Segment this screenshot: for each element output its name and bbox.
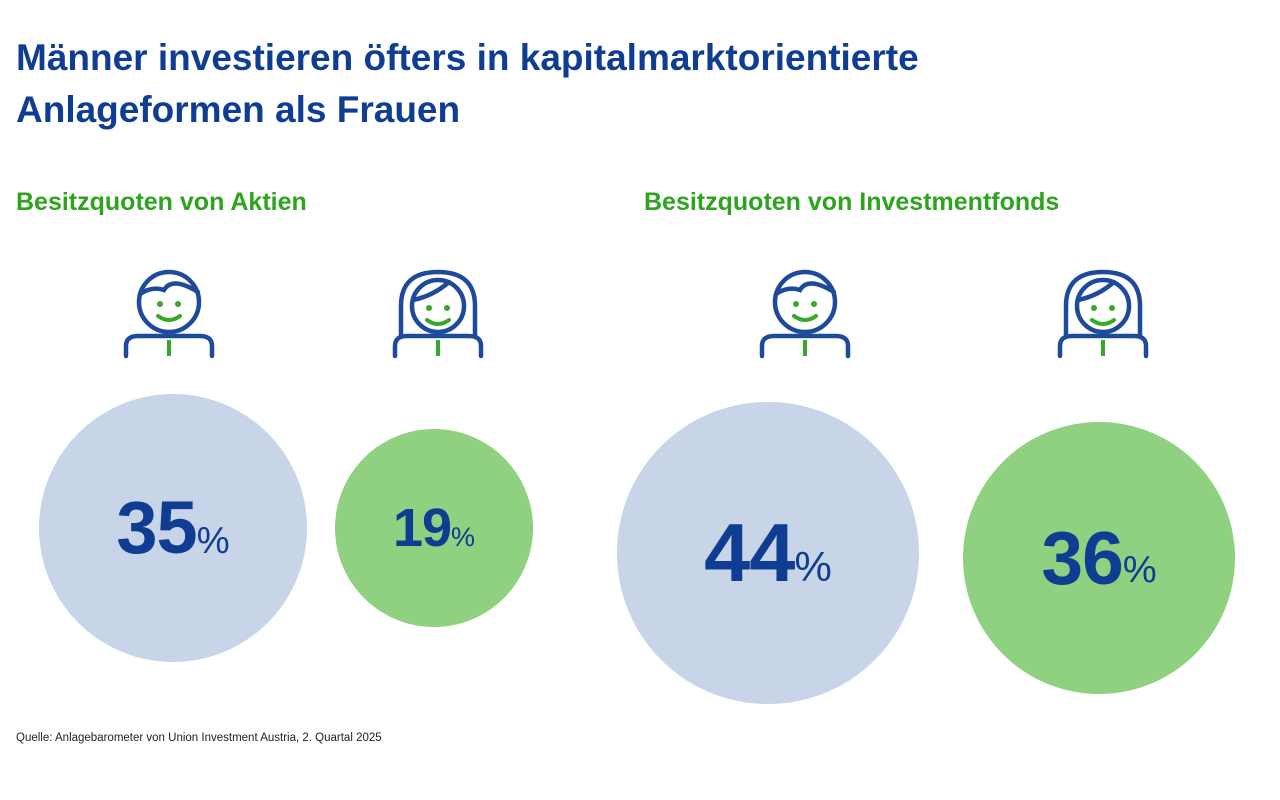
man-icon bbox=[122, 266, 216, 360]
percent-sign: % bbox=[1122, 549, 1157, 592]
value-label: 35 bbox=[116, 486, 197, 570]
woman-icon bbox=[391, 266, 485, 360]
bubble-fonds-maenner: 44% bbox=[617, 402, 919, 704]
man-icon bbox=[758, 266, 852, 360]
page-title: Männer investieren öfters in kapitalmark… bbox=[16, 32, 1216, 136]
percent-sign: % bbox=[794, 543, 832, 591]
percent-sign: % bbox=[196, 519, 230, 561]
bubble-aktien-frauen: 19% bbox=[335, 429, 533, 627]
page-title-line-1: Männer investieren öfters in kapitalmark… bbox=[16, 37, 919, 78]
chart-title-aktien: Besitzquoten von Aktien bbox=[16, 188, 307, 216]
page-title-line-2: Anlageformen als Frauen bbox=[16, 89, 461, 130]
value-label: 44 bbox=[704, 505, 795, 599]
bubble-aktien-maenner: 35% bbox=[38, 393, 308, 663]
chart-title-investmentfonds: Besitzquoten von Investmentfonds bbox=[644, 188, 1060, 216]
bubble-fonds-frauen: 36% bbox=[962, 421, 1236, 695]
source-note: Quelle: Anlagebarometer von Union Invest… bbox=[16, 732, 382, 744]
value-label: 36 bbox=[1041, 515, 1123, 600]
woman-icon bbox=[1056, 266, 1150, 360]
value-label: 19 bbox=[392, 497, 452, 558]
percent-sign: % bbox=[451, 521, 476, 552]
